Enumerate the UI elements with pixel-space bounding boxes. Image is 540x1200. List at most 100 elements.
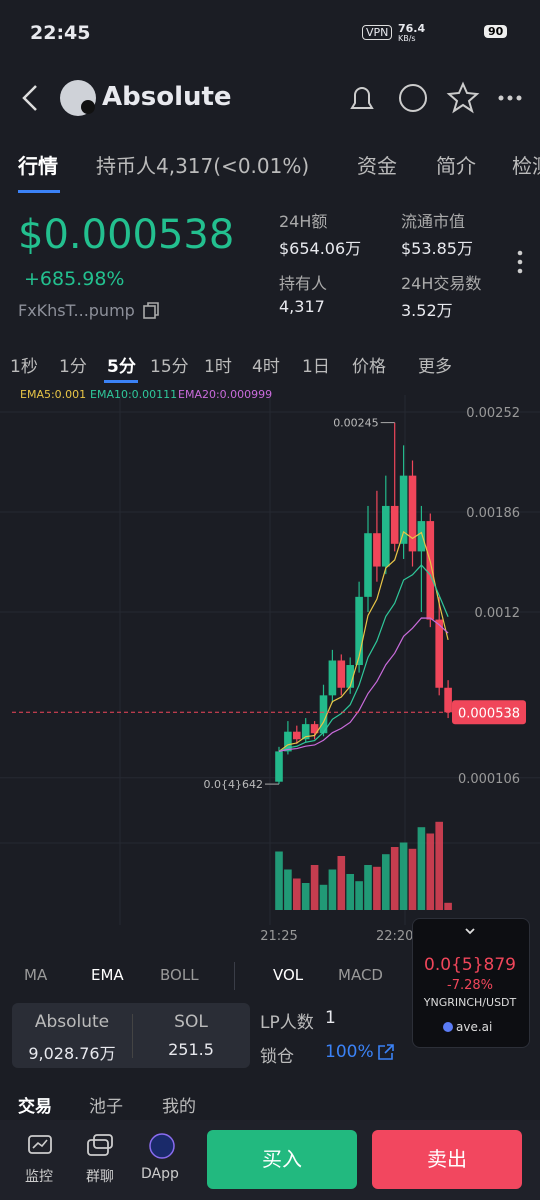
interval[interactable]: 1日: [302, 357, 330, 377]
candle-body: [373, 533, 381, 567]
candle-body: [328, 660, 337, 696]
candle-body: [275, 751, 283, 782]
speed: 76.4: [398, 22, 426, 35]
interval[interactable]: 更多: [418, 357, 452, 377]
candle-body: [382, 505, 390, 567]
candle-body: [319, 695, 328, 734]
y-tick-label: 0.0012: [475, 606, 521, 621]
volume-bar: [319, 884, 328, 910]
brand-icon: [443, 1022, 453, 1032]
volume-bar: [364, 865, 372, 910]
interval[interactable]: 价格: [352, 357, 386, 377]
last-price-label: 0.000538: [458, 706, 520, 721]
interval[interactable]: 4时: [252, 357, 280, 377]
candle-body: [390, 505, 399, 544]
header-icons: [22, 80, 522, 116]
volume-bar: [373, 866, 381, 910]
divider: [234, 962, 235, 990]
tab[interactable]: 持币人4,317(<0.01%): [96, 154, 310, 178]
copy[interactable]: [142, 301, 162, 321]
stat-value: 4,317: [279, 297, 325, 316]
ema-label: EMA5:0.001: [20, 388, 86, 401]
lock-label: 锁仓: [260, 1047, 294, 1067]
ema-label: EMA20:0.000999: [178, 388, 272, 401]
popup-brand: ave.ai: [456, 1020, 493, 1034]
volume-bar: [417, 827, 426, 910]
bottom-tab[interactable]: 交易: [18, 1097, 52, 1117]
interval[interactable]: 1分: [59, 357, 87, 377]
tab[interactable]: 检测: [512, 154, 540, 178]
volume-bar: [408, 848, 417, 910]
battery: 90: [484, 25, 508, 38]
speed-unit: KB/s: [398, 34, 416, 43]
tab[interactable]: 简介: [436, 154, 476, 178]
ema-line: [278, 617, 449, 752]
change: +685.98%: [24, 268, 125, 290]
tab[interactable]: 资金: [357, 154, 397, 178]
lp-value: 1: [325, 1008, 336, 1028]
volume-bar: [444, 902, 452, 910]
bottom-tab[interactable]: 我的: [162, 1097, 196, 1117]
volume-bar: [382, 854, 390, 910]
lp-label: LP人数: [260, 1013, 314, 1033]
popup-collapse[interactable]: [464, 926, 476, 936]
candle-body: [444, 687, 452, 713]
nav-item[interactable]: DApp: [141, 1166, 179, 1182]
gauge[interactable]: [399, 84, 427, 112]
indicator[interactable]: VOL: [273, 966, 304, 984]
volume-bar: [426, 833, 435, 910]
volume-bar: [328, 869, 337, 910]
y-tick-label: 0.00186: [466, 506, 520, 521]
interval[interactable]: 5分: [107, 357, 136, 377]
bell[interactable]: [350, 87, 374, 109]
back[interactable]: [22, 85, 37, 111]
volume-bar: [310, 865, 319, 910]
pool-token-amount: 9,028.76万: [28, 1044, 116, 1063]
candle-body: [408, 475, 417, 552]
ema-line: [278, 564, 449, 752]
volume-bar: [275, 851, 283, 910]
indicator[interactable]: MACD: [338, 966, 383, 984]
indicator[interactable]: MA: [24, 966, 48, 984]
bottom-tab[interactable]: 池子: [89, 1097, 123, 1117]
candle-body: [337, 660, 346, 688]
popup-price: 0.0{5}879: [424, 955, 516, 975]
x-tick-label: 22:20: [376, 929, 413, 944]
link[interactable]: [377, 1043, 395, 1061]
interval-indicator: [104, 380, 138, 383]
price: $0.000538: [18, 212, 235, 258]
volume-bar: [355, 881, 363, 910]
candle-body: [293, 731, 301, 740]
candle-body: [426, 521, 435, 620]
nav-icons: [28, 1133, 175, 1159]
popup[interactable]: [412, 918, 530, 1048]
ema-label: EMA10:0.00111: [90, 388, 177, 401]
annotation: 0.0{4}642: [204, 778, 264, 791]
indicator[interactable]: EMA: [91, 966, 124, 984]
star[interactable]: [446, 81, 480, 114]
sell-button[interactable]: 卖出: [372, 1130, 522, 1189]
stats-more[interactable]: [515, 250, 525, 276]
nav-item[interactable]: 监控: [25, 1169, 53, 1185]
x-tick-label: 21:25: [260, 929, 297, 944]
time: 22:45: [30, 22, 91, 44]
last-price-tag: [452, 700, 526, 725]
stat-label: 24H交易数: [401, 274, 482, 293]
stat-value: $53.85万: [401, 239, 473, 258]
interval[interactable]: 1秒: [10, 357, 38, 377]
y-tick-label: 0.000106: [458, 772, 520, 787]
interval[interactable]: 1时: [204, 357, 232, 377]
candle-body: [435, 619, 443, 688]
stat-label: 持有人: [279, 274, 328, 293]
interval[interactable]: 15分: [150, 357, 189, 377]
nav-item[interactable]: 群聊: [86, 1169, 114, 1185]
lock-value[interactable]: 100%: [325, 1042, 374, 1062]
more[interactable]: [498, 95, 522, 101]
tab[interactable]: 行情: [18, 154, 58, 178]
buy-button[interactable]: 买入: [207, 1130, 357, 1189]
vpn: VPN: [362, 25, 393, 40]
stat-label: 流通市值: [401, 212, 466, 231]
ema-line: [278, 530, 449, 752]
indicator[interactable]: BOLL: [160, 966, 199, 984]
